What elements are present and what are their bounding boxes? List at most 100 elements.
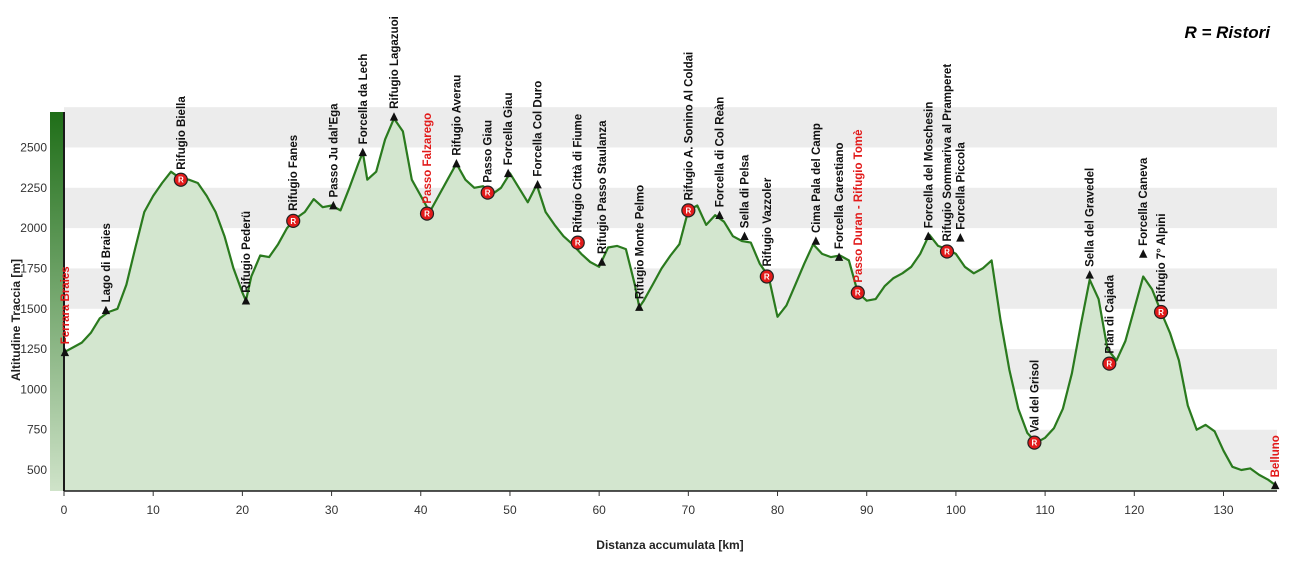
x-tick-label: 60: [592, 503, 606, 517]
ristoro-letter: R: [1106, 360, 1112, 369]
x-tick-label: 70: [682, 503, 696, 517]
peak-marker: [715, 210, 724, 219]
peak-marker: [503, 168, 513, 178]
peak-marker: [358, 147, 367, 157]
waypoint-label: Ferrara Braies: [60, 266, 72, 344]
ristoro-marker: [480, 185, 495, 200]
peak-marker: [740, 231, 749, 240]
grid-band: [64, 107, 1277, 148]
x-tick-label: 40: [414, 503, 428, 517]
ristoro-marker: [681, 203, 696, 218]
ristoro-letter: R: [1158, 308, 1164, 317]
x-axis-title: Distanza accumulata [km]: [596, 538, 743, 552]
ristoro-letter: R: [944, 248, 950, 257]
y-axis-color-bar: [50, 112, 64, 491]
waypoint-label: Rifugio 7° Alpini: [1156, 213, 1168, 302]
waypoint-label: Passo Ju dal'Ega: [328, 103, 340, 198]
ristoro-letter: R: [764, 273, 770, 282]
waypoint-labels: Ferrara Braies Lago di Braies Rifugio Biel…: [60, 16, 1282, 477]
waypoint-label: Rifugio Sommariva al Pramperet: [942, 64, 954, 242]
profile-fill: [64, 118, 1277, 491]
peak-marker: [60, 347, 70, 357]
waypoint-label: Forcella Giau: [503, 92, 515, 165]
y-axis-ticks: 500 750 1000 1250 1500 1750 2000 2250 2500: [20, 140, 47, 477]
waypoint-label: Belluno: [1270, 435, 1282, 477]
waypoint-label: Forcella di Col Reàn: [715, 97, 727, 208]
ristoro-letter: R: [575, 239, 581, 248]
waypoint-label: Rifugio Pederü: [241, 211, 253, 293]
ristoro-marker: [173, 172, 188, 187]
peak-marker: [1139, 249, 1148, 258]
y-axis-title: Altitudine Traccia [m]: [9, 259, 23, 381]
waypoint-label: Rifugio Passo Staulanza: [597, 120, 609, 254]
ristoro-letter: R: [855, 289, 861, 298]
waypoint-label: Forcella Caneva: [1138, 157, 1150, 246]
waypoint-label: Passo Falzarego: [422, 113, 434, 204]
x-axis-ticks: 0 10 20 30 40 50 60 70 80 90 100 110 120 130: [61, 491, 1234, 517]
peak-marker: [597, 257, 607, 266]
waypoint-label: Rifugio Biella: [176, 96, 188, 170]
x-tick-label: 120: [1124, 503, 1144, 517]
waypoint-label: Rifugio Città di Fiume: [573, 114, 585, 233]
peak-marker: [1085, 270, 1094, 279]
ristoro-letter: R: [178, 176, 184, 185]
y-tick-label: 1250: [20, 342, 47, 356]
profile-line: [63, 117, 1278, 488]
waypoint-label: Forcella Piccola: [955, 142, 967, 230]
peak-marker: [924, 231, 933, 240]
ristoro-letter: R: [685, 206, 691, 215]
ristoro-marker: [419, 206, 435, 221]
y-tick-label: 2250: [20, 181, 47, 195]
ristoro-marker: [1153, 304, 1169, 320]
waypoint-label: Forcella da Lech: [358, 54, 370, 145]
x-tick-label: 110: [1036, 503, 1055, 517]
peak-marker: [635, 302, 644, 311]
x-tick-label: 20: [236, 503, 250, 517]
x-tick-label: 50: [503, 503, 517, 517]
ristoro-marker: [286, 213, 301, 228]
waypoint-label: Sella del Gravedel: [1085, 168, 1097, 267]
grid-band: [64, 187, 1277, 229]
x-tick-label: 100: [946, 503, 966, 517]
x-tick-label: 90: [860, 503, 874, 517]
y-tick-label: 2000: [20, 221, 47, 235]
waypoint-label: Forcella Col Duro: [533, 81, 545, 177]
ristori-legend: R = Ristori: [1185, 23, 1272, 42]
ristoro-marker: [570, 235, 585, 250]
peak-marker: [452, 158, 461, 168]
waypoint-markers: R R R R R R R R R R R R: [60, 112, 1280, 490]
x-tick-label: 0: [61, 503, 68, 517]
axes: [50, 112, 1277, 492]
y-tick-label: 750: [27, 423, 47, 437]
waypoint-label: Rifugio A. Sonino Al Coldai: [683, 52, 695, 201]
y-tick-label: 1000: [20, 382, 47, 396]
x-tick-label: 80: [771, 503, 785, 517]
peak-marker: [101, 305, 111, 315]
waypoint-label: Forcella Carestiano: [834, 142, 846, 249]
peak-marker: [956, 233, 965, 242]
waypoint-label: Rifugio Averau: [451, 75, 463, 156]
peak-marker: [533, 179, 542, 189]
waypoint-label: Cima Pala del Camp: [811, 123, 823, 233]
waypoint-label: Rifugio Vazzoler: [762, 177, 774, 266]
waypoint-label: Pian di Cajada: [1104, 274, 1116, 353]
waypoint-label: Rifugio Monte Pelmo: [634, 185, 646, 299]
waypoint-label: Passo Giau: [483, 120, 495, 183]
waypoint-label: Lago di Braies: [101, 223, 113, 302]
peak-marker: [834, 252, 844, 261]
peak-marker: [389, 112, 399, 121]
waypoint-label: Rifugio Lagazuoi: [389, 16, 401, 109]
waypoint-label: Rifugio Fanes: [288, 135, 300, 211]
waypoint-label: Passo Duran - Rifugio Tomè: [853, 129, 865, 282]
x-tick-label: 130: [1213, 503, 1233, 517]
x-tick-label: 10: [147, 503, 161, 517]
ristoro-letter: R: [290, 217, 296, 226]
y-tick-label: 2500: [20, 140, 47, 154]
peak-marker: [329, 200, 338, 210]
waypoint-label: Forcella del Moschesin: [923, 102, 935, 229]
waypoint-label: Val del Grisol: [1029, 360, 1041, 433]
peak-marker: [1271, 480, 1280, 490]
waypoint-label: Sella di Pelsa: [740, 154, 752, 228]
profile-area: [63, 117, 1278, 491]
